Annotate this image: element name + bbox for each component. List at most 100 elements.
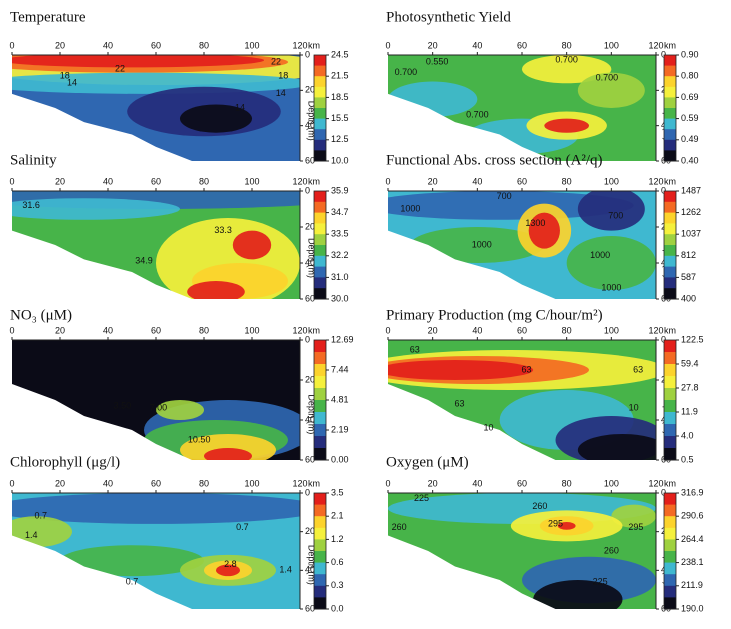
colorbar-band bbox=[664, 86, 676, 98]
field bbox=[12, 55, 300, 161]
contour-label: 225 bbox=[414, 493, 429, 503]
colorbar-tick-label: 122.5 bbox=[681, 334, 704, 344]
x-tick-label: 20 bbox=[55, 478, 65, 488]
colorbar-band bbox=[664, 223, 676, 235]
colorbar-band bbox=[664, 504, 676, 517]
colorbar-tick-label: 21.5 bbox=[331, 71, 349, 81]
panel: Oxygen (μM)020406080100120km0204060Depth… bbox=[385, 454, 704, 613]
colorbar-band bbox=[314, 245, 326, 257]
colorbar-band bbox=[314, 97, 326, 109]
colorbar-band bbox=[664, 288, 676, 300]
colorbar-band bbox=[314, 191, 326, 203]
colorbar-frame bbox=[313, 492, 327, 610]
colorbar-tick-label: 27.8 bbox=[681, 382, 699, 392]
x-tick-label: 100 bbox=[244, 325, 259, 335]
colorbar-band bbox=[314, 118, 326, 130]
field-patch bbox=[232, 230, 272, 260]
contour-label: 700 bbox=[497, 191, 512, 201]
contour-label: 0.7 bbox=[35, 511, 48, 521]
field bbox=[12, 493, 300, 609]
colorbar-band bbox=[314, 364, 326, 377]
colorbar-band bbox=[314, 493, 326, 506]
y-tick-label: 0 bbox=[661, 334, 666, 344]
colorbar-tick-label: 1.2 bbox=[331, 534, 344, 544]
field bbox=[388, 191, 656, 299]
panel-title: Photosynthetic Yield bbox=[386, 9, 511, 25]
x-tick-label: 0 bbox=[385, 325, 390, 335]
colorbar-band bbox=[314, 340, 326, 353]
x-tick-label: 120 bbox=[648, 325, 663, 335]
x-tick-label: 40 bbox=[472, 40, 482, 50]
colorbar-band bbox=[664, 201, 676, 214]
y-tick-label: 0 bbox=[305, 185, 310, 195]
colorbar-band bbox=[314, 516, 326, 529]
contour-label: 0.550 bbox=[426, 56, 449, 66]
x-tick-label: 60 bbox=[517, 325, 527, 335]
colorbar-band bbox=[664, 234, 676, 246]
contour-label: 0.700 bbox=[466, 109, 489, 119]
colorbar-tick-label: 7.44 bbox=[331, 364, 349, 374]
x-tick-label: 120 bbox=[292, 40, 307, 50]
field bbox=[12, 191, 300, 299]
seafloor bbox=[388, 384, 556, 460]
x-tick-label: 0 bbox=[385, 40, 390, 50]
x-tick-label: 40 bbox=[472, 325, 482, 335]
panel-title: Functional Abs. cross section (A²/q) bbox=[386, 152, 603, 168]
colorbar-band bbox=[314, 376, 326, 389]
contour-label: 1000 bbox=[400, 203, 420, 213]
x-unit: km bbox=[664, 478, 676, 488]
field-patch bbox=[566, 236, 656, 290]
x-tick-label: 100 bbox=[604, 325, 619, 335]
contour-label: 10 bbox=[483, 422, 493, 432]
colorbar-band bbox=[314, 201, 326, 214]
field bbox=[388, 340, 656, 460]
x-tick-label: 60 bbox=[517, 40, 527, 50]
colorbar-tick-label: 32.2 bbox=[331, 250, 349, 260]
x-tick-label: 120 bbox=[648, 40, 663, 50]
colorbar-band bbox=[314, 562, 326, 575]
contour-label: 31.6 bbox=[22, 200, 40, 210]
colorbar-band bbox=[314, 277, 326, 289]
colorbar-frame bbox=[663, 339, 677, 461]
panel: Photosynthetic Yield020406080100120km020… bbox=[385, 9, 698, 165]
colorbar-tick-label: 0.0 bbox=[331, 603, 344, 613]
contour-label: 2.8 bbox=[224, 559, 237, 569]
y-tick-label: 0 bbox=[305, 49, 310, 59]
field bbox=[388, 55, 656, 161]
field-patch bbox=[611, 504, 656, 528]
contour-label: 22 bbox=[271, 56, 281, 66]
colorbar-band bbox=[664, 129, 676, 141]
x-tick-label: 60 bbox=[151, 176, 161, 186]
x-tick-label: 100 bbox=[604, 478, 619, 488]
colorbar-tick-label: 264.4 bbox=[681, 534, 704, 544]
colorbar-band bbox=[314, 436, 326, 449]
colorbar-tick-label: 587 bbox=[681, 272, 696, 282]
x-tick-label: 100 bbox=[244, 478, 259, 488]
contour-label: 63 bbox=[410, 344, 420, 354]
colorbar-band bbox=[664, 212, 676, 224]
field-patch bbox=[522, 55, 612, 84]
colorbar-band bbox=[314, 412, 326, 425]
contour-label: 63 bbox=[521, 364, 531, 374]
x-tick-label: 20 bbox=[55, 176, 65, 186]
colorbar-band bbox=[664, 352, 676, 365]
field bbox=[12, 340, 300, 460]
colorbar-tick-label: 11.9 bbox=[681, 406, 698, 416]
colorbar-tick-label: 31.0 bbox=[331, 272, 349, 282]
field-patch bbox=[533, 580, 623, 609]
colorbar-band bbox=[664, 516, 676, 529]
x-tick-label: 80 bbox=[199, 325, 209, 335]
panel-title: Oxygen (μM) bbox=[386, 454, 469, 470]
colorbar-tick-label: 0.90 bbox=[681, 49, 699, 59]
x-tick-label: 40 bbox=[103, 325, 113, 335]
colorbar-tick-label: 33.5 bbox=[331, 229, 349, 239]
colorbar-band bbox=[664, 277, 676, 289]
x-tick-label: 20 bbox=[428, 325, 438, 335]
x-tick-label: 0 bbox=[9, 40, 14, 50]
colorbar-tick-label: 238.1 bbox=[681, 557, 704, 567]
x-unit: km bbox=[308, 478, 320, 488]
colorbar-band bbox=[664, 364, 676, 377]
contour-label: 225 bbox=[593, 576, 608, 586]
contour-label: 14 bbox=[235, 102, 245, 112]
